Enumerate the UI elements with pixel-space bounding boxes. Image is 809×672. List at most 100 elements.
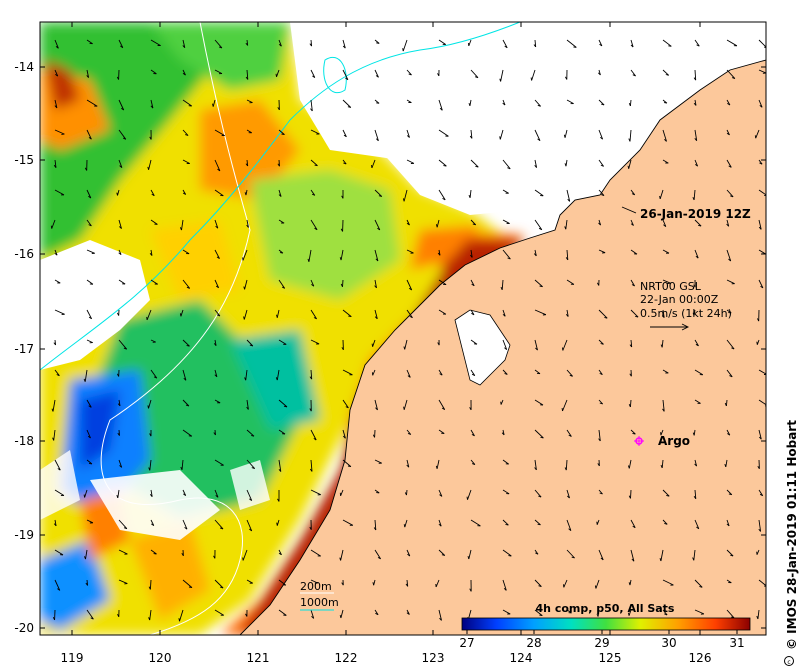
current-arrow bbox=[598, 339, 604, 345]
current-arrow bbox=[340, 549, 344, 561]
current-arrow-head bbox=[311, 284, 315, 287]
current-arrow bbox=[54, 69, 59, 77]
current-arrow bbox=[468, 549, 472, 560]
current-arrow-head bbox=[601, 103, 605, 106]
current-arrow-head bbox=[502, 102, 506, 106]
current-arrow bbox=[342, 519, 354, 526]
current-arrow bbox=[726, 99, 731, 106]
current-arrow bbox=[598, 39, 603, 47]
current-arrow bbox=[214, 609, 224, 616]
current-arrow-head bbox=[499, 78, 502, 82]
current-arrow-head bbox=[435, 465, 438, 469]
current-arrow-head bbox=[628, 103, 631, 107]
current-arrow bbox=[214, 309, 221, 317]
current-arrow bbox=[598, 549, 604, 561]
current-arrow bbox=[214, 249, 220, 259]
current-arrow bbox=[182, 489, 187, 496]
current-arrow bbox=[342, 369, 353, 376]
current-arrow-head bbox=[726, 132, 730, 136]
current-arrow bbox=[565, 219, 568, 230]
current-arrow bbox=[86, 219, 92, 227]
current-arrow-head bbox=[664, 522, 668, 525]
current-arrow bbox=[566, 189, 571, 202]
current-arrow bbox=[726, 489, 733, 496]
current-arrow-head bbox=[151, 193, 155, 197]
current-legend-model: NRT00 GSL bbox=[640, 280, 702, 293]
current-arrow-head bbox=[246, 406, 249, 410]
current-arrow bbox=[662, 69, 670, 76]
current-arrow bbox=[310, 579, 318, 584]
current-arrow bbox=[534, 519, 541, 526]
current-arrow bbox=[372, 369, 376, 376]
current-arrow-head bbox=[535, 347, 538, 351]
current-arrow-head bbox=[728, 493, 732, 496]
current-arrow bbox=[566, 249, 569, 260]
current-arrow bbox=[694, 489, 697, 499]
current-arrow-head bbox=[660, 344, 663, 348]
current-arrow-head bbox=[694, 138, 698, 141]
current-arrow-head bbox=[664, 138, 667, 142]
current-arrow bbox=[499, 129, 504, 140]
current-arrow-head bbox=[215, 225, 219, 229]
current-arrow bbox=[278, 339, 287, 345]
current-arrow-head bbox=[119, 165, 123, 168]
cloud-mask bbox=[40, 22, 520, 540]
current-arrow bbox=[54, 459, 61, 471]
current-arrow bbox=[86, 39, 93, 45]
current-arrow-head bbox=[659, 558, 662, 562]
current-arrow bbox=[182, 399, 190, 407]
current-arrow bbox=[597, 609, 600, 617]
current-arrow bbox=[595, 579, 600, 589]
current-arrow-head bbox=[468, 194, 471, 198]
current-arrow-head bbox=[123, 347, 127, 350]
current-arrow bbox=[278, 219, 285, 224]
current-arrow bbox=[467, 489, 472, 500]
current-arrow-head bbox=[85, 582, 88, 586]
current-arrow-head bbox=[597, 463, 600, 467]
current-arrow-head bbox=[504, 45, 508, 49]
current-arrow-head bbox=[730, 195, 734, 198]
current-arrow-head bbox=[503, 587, 507, 591]
current-arrow-head bbox=[437, 73, 440, 77]
current-arrow-head bbox=[759, 493, 763, 497]
current-arrow bbox=[406, 279, 413, 291]
current-arrow-head bbox=[564, 467, 567, 471]
current-arrow-head bbox=[116, 312, 120, 316]
current-arrow-head bbox=[537, 523, 541, 526]
current-arrow-head bbox=[663, 102, 667, 104]
current-arrow-head bbox=[724, 463, 727, 468]
current-arrow bbox=[150, 489, 153, 497]
current-arrow bbox=[118, 219, 122, 229]
current-arrow-head bbox=[120, 45, 124, 49]
current-arrow-head bbox=[692, 312, 695, 316]
current-arrow-head bbox=[278, 469, 282, 472]
current-arrow-head bbox=[533, 253, 537, 257]
current-arrow-head bbox=[215, 285, 219, 289]
current-arrow-head bbox=[90, 617, 94, 620]
current-arrow bbox=[629, 99, 632, 106]
current-arrow-head bbox=[534, 467, 537, 471]
current-arrow-head bbox=[466, 496, 468, 500]
current-arrow-head bbox=[345, 406, 349, 409]
lat-tick-label: -17 bbox=[14, 342, 34, 356]
current-arrow-head bbox=[55, 46, 59, 49]
current-arrow-head bbox=[695, 164, 698, 167]
current-arrow bbox=[630, 249, 638, 255]
current-arrow-head bbox=[599, 402, 603, 405]
current-arrow-head bbox=[182, 45, 186, 48]
current-arrow bbox=[310, 369, 313, 380]
current-arrow bbox=[278, 579, 287, 586]
current-arrow-head bbox=[629, 373, 632, 377]
current-arrow-head bbox=[53, 523, 57, 527]
current-arrow-head bbox=[179, 313, 182, 317]
current-arrow-head bbox=[406, 222, 410, 226]
current-arrow-head bbox=[244, 192, 247, 196]
current-arrow bbox=[406, 69, 412, 76]
current-arrow bbox=[502, 189, 509, 194]
current-arrow bbox=[402, 39, 408, 52]
current-arrow-head bbox=[597, 282, 600, 286]
colorbar-tick-label: 31 bbox=[729, 636, 744, 650]
current-arrow-head bbox=[218, 46, 223, 49]
current-arrow bbox=[54, 579, 61, 591]
